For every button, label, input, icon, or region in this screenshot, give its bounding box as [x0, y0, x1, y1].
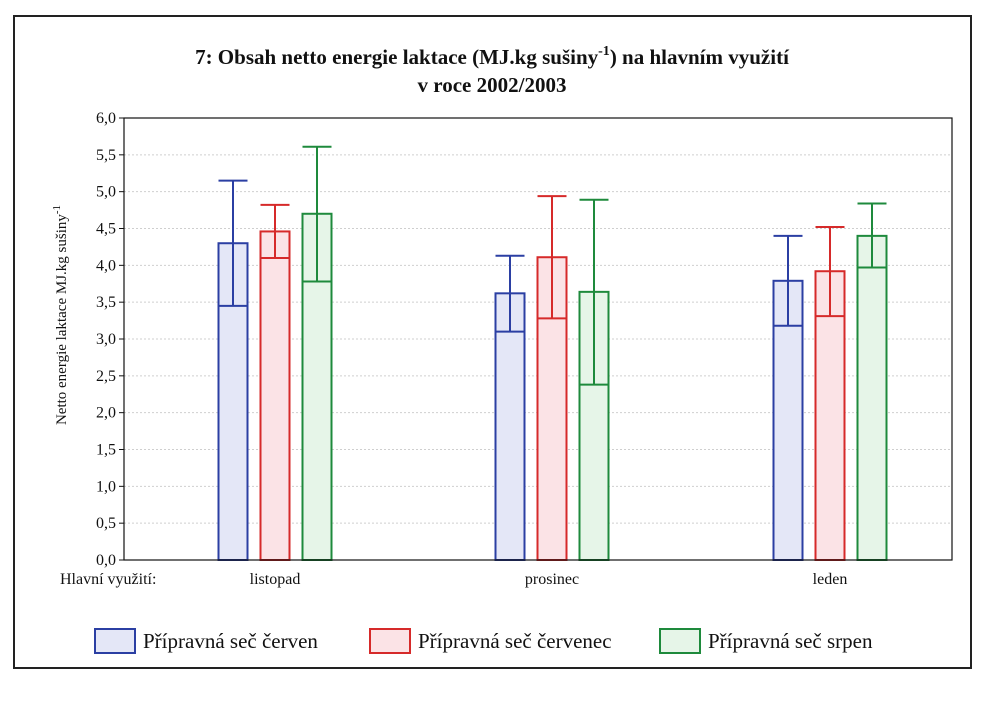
legend-label: Přípravná seč červen: [143, 629, 318, 653]
plot-area: 0,00,51,01,52,02,53,03,54,04,55,05,56,0 …: [96, 110, 953, 588]
x-category-label: listopad: [250, 571, 301, 588]
chart-title-superscript: -1: [598, 44, 610, 59]
chart-frame: 7: Obsah netto energie laktace (MJ.kg su…: [13, 15, 972, 669]
bar-group: [217, 179, 249, 561]
y-tick-label: 1,5: [96, 442, 116, 459]
bar-group: [856, 202, 888, 561]
legend-swatch: [94, 628, 136, 654]
bar: [494, 292, 526, 561]
y-axis-label-superscript: -1: [51, 205, 63, 214]
y-tick-label: 5,5: [96, 147, 116, 164]
y-tick-label: 2,5: [96, 368, 116, 385]
chart-title-line2: v roce 2002/2003: [418, 73, 567, 97]
y-axis-label-text: Netto energie laktace MJ.kg sušiny: [54, 214, 70, 425]
legend-label: Přípravná seč červenec: [418, 629, 612, 653]
bar: [856, 234, 888, 561]
bar-group: [814, 226, 846, 562]
legend: Přípravná seč červen Přípravná seč červen…: [94, 628, 873, 654]
x-category-label: leden: [813, 571, 848, 588]
legend-swatch: [659, 628, 701, 654]
y-axis-label: Netto energie laktace MJ.kg sušiny-1: [51, 205, 70, 425]
y-tick-label: 6,0: [96, 110, 116, 127]
y-tick-label: 0,0: [96, 552, 116, 569]
x-axis-label: Hlavní využití:: [60, 571, 156, 588]
y-tick-label: 4,5: [96, 221, 116, 238]
bar: [301, 212, 333, 561]
chart-svg: 7: Obsah netto energie laktace (MJ.kg su…: [51, 44, 953, 654]
x-category-label: prosinec: [525, 571, 579, 588]
chart-title-part2: ) na hlavním využití: [610, 45, 790, 69]
bar-group: [259, 203, 291, 562]
y-tick-label: 3,5: [96, 294, 116, 311]
x-axis-labels: listopad prosinec leden: [250, 571, 848, 588]
y-tick-label: 2,0: [96, 405, 116, 422]
y-axis-ticks: 0,0 0,5 1,0 1,5 2,0 2,5 3,0 3,5 4,0 4,5 5,0 5,5 6,0: [96, 110, 124, 569]
y-tick-label: 1,0: [96, 478, 116, 495]
chart-title-line1: 7: Obsah netto energie laktace (MJ.kg su…: [195, 44, 790, 69]
chart-title-part1: 7: Obsah netto energie laktace (MJ.kg su…: [195, 45, 599, 69]
bar-group: [772, 234, 804, 561]
legend-swatch: [369, 628, 411, 654]
bar-group: [578, 198, 610, 561]
bar-group: [301, 145, 333, 561]
bar-group: [536, 195, 568, 561]
y-tick-label: 0,5: [96, 515, 116, 532]
y-tick-label: 4,0: [96, 257, 116, 274]
legend-label: Přípravná seč srpen: [708, 629, 873, 653]
bar: [259, 230, 291, 562]
bar-group: [494, 254, 526, 561]
y-tick-label: 3,0: [96, 331, 116, 348]
y-tick-label: 5,0: [96, 184, 116, 201]
bars-group: [217, 145, 888, 562]
